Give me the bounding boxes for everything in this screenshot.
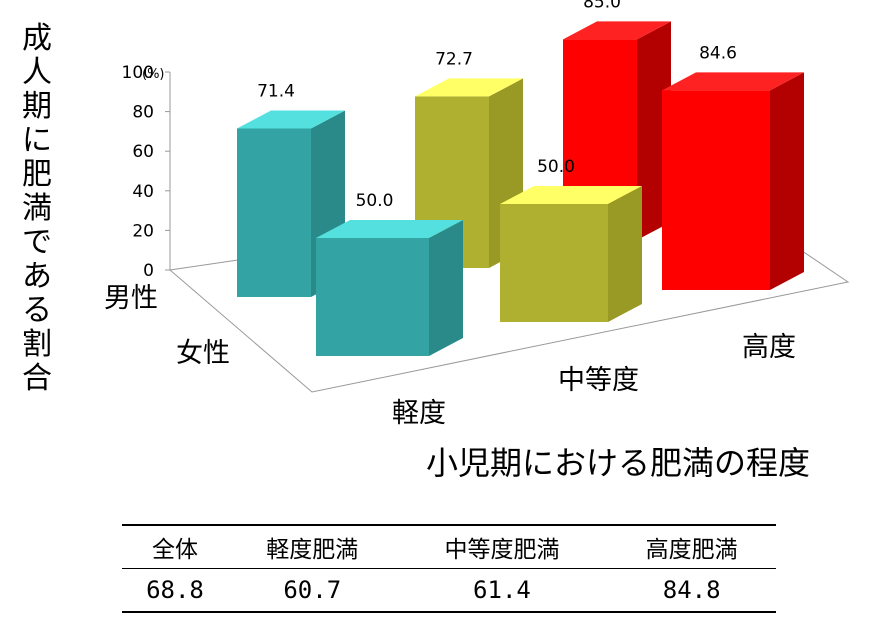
category-label: 高度 [742,332,796,363]
bar-side-face [770,72,804,291]
y-axis-label-char: あ [22,259,52,294]
y-tick-label: 100 [122,63,154,83]
summary-value-cell: 61.4 [473,576,531,604]
y-axis-label-char: 割 [22,327,52,362]
y-unit-label: (%) [142,67,165,82]
bar-value-label: 50.0 [356,191,394,211]
y-axis-label-char: 肥 [22,157,52,192]
bar-side-face [429,220,463,356]
bar-front-face [237,128,311,297]
bar-front-face [316,238,429,356]
summary-value-cell: 68.8 [146,576,204,604]
bar-front-face [662,90,770,291]
y-tick-label: 80 [132,103,154,123]
summary-header-row: 全体 軽度肥満 中等度肥満 高度肥満 [122,525,776,569]
y-axis-label-char: 成 [22,21,52,56]
bar-女性-軽度 [316,220,463,356]
y-tick-label: 0 [143,261,154,281]
y-axis-label-char: 期 [22,89,52,124]
bar-top-face [316,220,463,238]
summary-header-cell: 軽度肥満 [266,537,359,563]
row-label: 男性 [104,283,158,314]
y-axis-label-char: 満 [22,191,52,226]
bar-side-face [608,186,642,322]
bar-value-label: 72.7 [435,49,473,69]
bar-top-face [662,72,804,91]
bar-女性-高度 [662,72,804,291]
bar-top-face [563,21,671,40]
y-tick-label: 40 [132,182,154,202]
summary-value-row: 68.8 60.7 61.4 84.8 [122,569,776,612]
summary-value-cell: 84.8 [662,576,721,604]
bar-front-face [500,204,608,322]
bar-top-face [500,186,642,204]
bar-value-label: 85.0 [583,0,621,12]
bar-top-face [237,110,345,129]
bar-chart-3d: 0 20 40 60 80 100(%) 71.4 72.7 85.0 50.0 50.0 84.6… [104,0,850,482]
summary-header-cell: 高度肥満 [645,537,738,563]
category-label: 軽度 [392,398,446,429]
summary-header-cell: 全体 [151,537,198,563]
y-axis-label: 成人期に肥満である割合 [14,22,60,396]
category-label: 中等度 [558,365,639,396]
y-tick-label: 20 [132,221,154,241]
y-axis-label-char: 人 [22,55,52,90]
bar-value-label: 50.0 [537,157,575,177]
row-label: 女性 [176,338,230,369]
y-axis-label-char: に [22,123,52,158]
y-tick-label: 60 [132,142,154,162]
y-axis-label-char: で [22,225,52,260]
y-axis-label-char: 合 [22,361,52,396]
summary-header-cell: 中等度肥満 [444,537,560,563]
bar-value-label: 84.6 [699,43,737,63]
bar-value-label: 71.4 [257,81,295,101]
summary-table: 全体 軽度肥満 中等度肥満 高度肥満 68.8 60.7 61.4 84.8 [122,524,776,613]
y-axis-label-char: る [22,293,52,328]
bar-女性-中等度 [500,186,642,322]
bar-top-face [415,78,523,97]
summary-value-cell: 60.7 [283,576,342,604]
x-axis-title: 小児期における肥満の程度 [426,444,810,482]
